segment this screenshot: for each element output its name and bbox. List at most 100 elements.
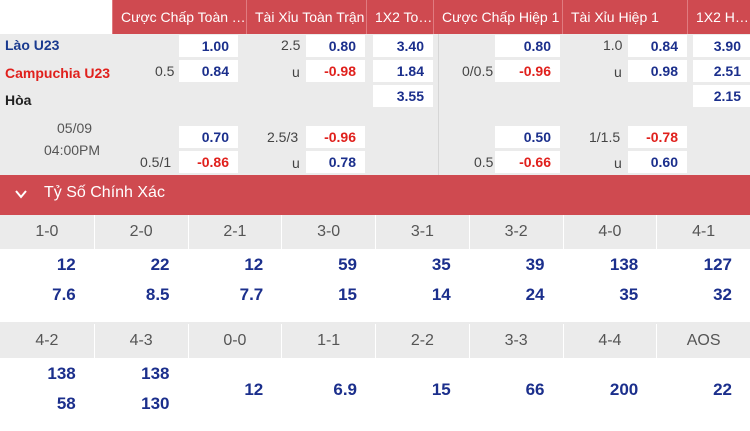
score-odds[interactable]: 200 — [609, 380, 639, 399]
ah-ft-line-2: 0.5/1 — [140, 154, 172, 170]
score-odds-top[interactable]: 22 — [150, 255, 170, 274]
score-odds-bottom[interactable]: 7.6 — [52, 285, 76, 304]
score-odds-bottom[interactable]: 7.7 — [239, 285, 264, 304]
ah-h1-away-odds-2[interactable]: -0.66 — [495, 151, 560, 173]
score-label: 4-1 — [656, 215, 750, 249]
score-odds-top[interactable]: 138 — [47, 364, 76, 383]
header-handicap-half: Cược Chấp Hiệp 1 — [433, 0, 562, 34]
score-odds-bottom[interactable]: 14 — [431, 285, 451, 304]
score-label: 3-0 — [281, 215, 375, 249]
score-cell[interactable]: 3-1 35 14 — [375, 215, 469, 321]
header-handicap-full: Cược Chấp Toàn Trận — [112, 0, 246, 34]
ah-h1-home-odds-2[interactable]: 0.50 — [495, 126, 560, 148]
score-label: 4-2 — [0, 324, 94, 358]
section-title: Tỷ Số Chính Xác — [44, 184, 165, 201]
ah-h1-line-1: 0/0.5 — [462, 63, 494, 79]
chevron-down-icon[interactable] — [14, 187, 28, 201]
score-odds[interactable]: 22 — [713, 380, 732, 399]
correct-score-section-header[interactable]: Tỷ Số Chính Xác — [0, 175, 750, 215]
ah-ft-home-odds-2[interactable]: 0.70 — [179, 126, 238, 148]
score-cell[interactable]: AOS 22 — [656, 324, 750, 430]
ou-h1-under-label-1: u — [614, 64, 622, 80]
score-odds[interactable]: 66 — [525, 380, 545, 399]
ou-ft-line-1: 2.5 — [281, 37, 301, 53]
score-cell[interactable]: 3-0 59 15 — [281, 215, 375, 321]
score-odds[interactable]: 6.9 — [333, 380, 357, 399]
team-draw: Hòa — [5, 92, 32, 108]
ou-ft-line-2: 2.5/3 — [267, 129, 299, 145]
header-overunder-half: Tài Xỉu Hiệp 1 — [562, 0, 687, 34]
score-odds-top[interactable]: 138 — [609, 255, 639, 274]
ou-ft-under-label-1: u — [292, 64, 300, 80]
x12-h1-away-odds[interactable]: 2.51 — [693, 60, 750, 82]
score-cell[interactable]: 4-4 200 — [562, 324, 657, 430]
score-odds-bottom[interactable]: 8.5 — [145, 285, 170, 304]
ah-h1-away-odds-1[interactable]: -0.96 — [495, 60, 560, 82]
score-cell[interactable]: 3-3 66 — [468, 324, 563, 430]
score-odds-bottom[interactable]: 24 — [525, 285, 545, 304]
ou-ft-over-odds-1[interactable]: 0.80 — [306, 35, 365, 57]
header-blank — [0, 0, 112, 34]
score-odds-top[interactable]: 39 — [525, 255, 545, 274]
ou-h1-under-odds-1[interactable]: 0.98 — [628, 60, 687, 82]
score-cell[interactable]: 4-1 127 32 — [656, 215, 750, 321]
match-date: 05/09 — [57, 120, 93, 136]
ou-h1-over-odds-1[interactable]: 0.84 — [628, 35, 687, 57]
score-cell[interactable]: 1-1 6.9 — [281, 324, 375, 430]
ou-h1-under-odds-2[interactable]: 0.60 — [628, 151, 687, 173]
score-odds-top[interactable]: 127 — [703, 255, 732, 274]
score-cell[interactable]: 1-0 12 7.6 — [0, 215, 94, 321]
score-odds-top[interactable]: 59 — [338, 255, 357, 274]
score-odds-bottom[interactable]: 130 — [141, 394, 170, 413]
score-label: 1-0 — [0, 215, 94, 249]
score-cell[interactable]: 4-3 138 130 — [93, 324, 188, 430]
ou-h1-under-label-2: u — [614, 155, 622, 171]
team-away: Campuchia U23 — [5, 65, 111, 81]
score-label: 3-1 — [375, 215, 469, 249]
score-cell[interactable]: 3-2 39 24 — [468, 215, 563, 321]
score-label: 3-3 — [468, 324, 563, 358]
score-odds-bottom[interactable]: 58 — [56, 394, 76, 413]
ah-ft-away-odds-2[interactable]: -0.86 — [179, 151, 238, 173]
odds-table: Lào U23 Campuchia U23 Hòa 05/09 04:00PM … — [0, 34, 750, 175]
score-odds[interactable]: 12 — [244, 380, 264, 399]
header-1x2-full: 1X2 Toàn Trận — [366, 0, 433, 34]
score-odds-top[interactable]: 35 — [431, 255, 451, 274]
header-overunder-full: Tài Xỉu Toàn Trận — [246, 0, 366, 34]
score-label: 2-2 — [375, 324, 469, 358]
score-label: 2-0 — [93, 215, 188, 249]
score-label: 2-1 — [187, 215, 282, 249]
team-home: Lào U23 — [5, 37, 60, 53]
score-cell[interactable]: 4-0 138 35 — [562, 215, 657, 321]
score-odds-top[interactable]: 12 — [244, 255, 264, 274]
ah-ft-away-odds-1[interactable]: 0.84 — [179, 60, 238, 82]
ou-ft-under-label-2: u — [292, 155, 300, 171]
score-cell[interactable]: 2-2 15 — [375, 324, 469, 430]
header-1x2-half: 1X2 Hiệp 1 — [687, 0, 750, 34]
score-label: 4-4 — [562, 324, 657, 358]
score-label: 0-0 — [187, 324, 282, 358]
score-cell[interactable]: 0-0 12 — [187, 324, 282, 430]
x12-ft-home-odds[interactable]: 3.40 — [373, 35, 433, 57]
score-cell[interactable]: 4-2 138 58 — [0, 324, 94, 430]
score-odds-top[interactable]: 138 — [141, 364, 170, 383]
ou-ft-under-odds-1[interactable]: -0.98 — [306, 60, 365, 82]
x12-ft-away-odds[interactable]: 1.84 — [373, 60, 433, 82]
score-label: 1-1 — [281, 324, 375, 358]
score-odds-bottom[interactable]: 35 — [619, 285, 639, 304]
ou-ft-under-odds-2[interactable]: 0.78 — [306, 151, 365, 173]
x12-h1-home-odds[interactable]: 3.90 — [693, 35, 750, 57]
ou-h1-over-odds-2[interactable]: -0.78 — [628, 126, 687, 148]
ou-ft-over-odds-2[interactable]: -0.96 — [306, 126, 365, 148]
score-cell[interactable]: 2-0 22 8.5 — [93, 215, 188, 321]
ah-h1-line-2: 0.5 — [474, 154, 494, 170]
score-odds[interactable]: 15 — [431, 380, 451, 399]
score-odds-top[interactable]: 12 — [56, 255, 76, 274]
score-odds-bottom[interactable]: 32 — [713, 285, 732, 304]
score-odds-bottom[interactable]: 15 — [338, 285, 357, 304]
x12-h1-draw-odds[interactable]: 2.15 — [693, 85, 750, 107]
score-cell[interactable]: 2-1 12 7.7 — [187, 215, 282, 321]
x12-ft-draw-odds[interactable]: 3.55 — [373, 85, 433, 107]
ah-h1-home-odds-1[interactable]: 0.80 — [495, 35, 560, 57]
ah-ft-home-odds-1[interactable]: 1.00 — [179, 35, 238, 57]
